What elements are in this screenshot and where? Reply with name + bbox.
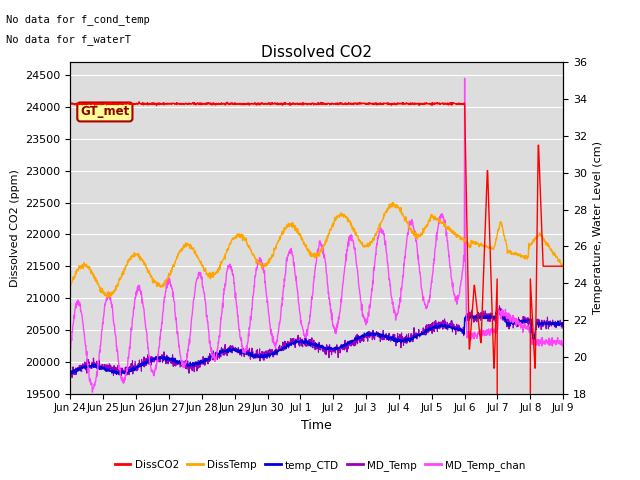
Text: No data for f_waterT: No data for f_waterT bbox=[6, 34, 131, 45]
Y-axis label: Temperature, Water Level (cm): Temperature, Water Level (cm) bbox=[593, 142, 603, 314]
Text: GT_met: GT_met bbox=[80, 106, 129, 119]
Legend: DissCO2, DissTemp, temp_CTD, MD_Temp, MD_Temp_chan: DissCO2, DissTemp, temp_CTD, MD_Temp, MD… bbox=[111, 456, 529, 475]
Text: No data for f_cond_temp: No data for f_cond_temp bbox=[6, 14, 150, 25]
Title: Dissolved CO2: Dissolved CO2 bbox=[261, 45, 372, 60]
Y-axis label: Dissolved CO2 (ppm): Dissolved CO2 (ppm) bbox=[10, 169, 20, 287]
X-axis label: Time: Time bbox=[301, 419, 332, 432]
